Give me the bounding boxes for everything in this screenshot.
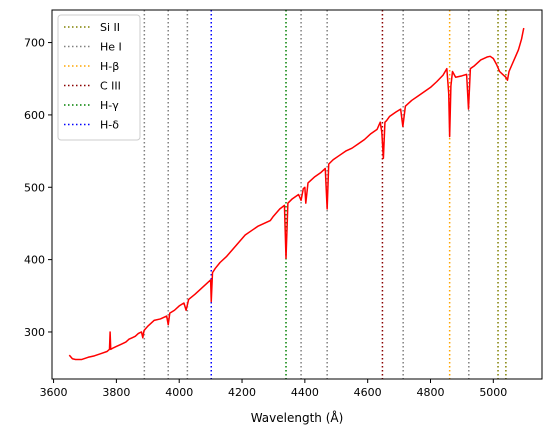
legend-label-3: C III — [100, 80, 121, 93]
x-tick-label-0: 3600 — [40, 386, 68, 399]
legend-label-2: H-β — [100, 60, 119, 73]
y-tick-label-3: 600 — [24, 109, 45, 122]
legend-label-1: He I — [100, 41, 122, 54]
spectral-line-markers — [143, 10, 507, 379]
y-tick-label-1: 400 — [24, 254, 45, 267]
x-axis: 3600 3800 4000 4200 4400 4600 4800 5000 — [40, 379, 507, 399]
legend-label-0: Si II — [100, 21, 120, 34]
x-axis-label: Wavelength (Å) — [251, 410, 344, 425]
x-tick-label-4: 4400 — [291, 386, 319, 399]
x-tick-label-5: 4600 — [354, 386, 382, 399]
y-tick-label-0: 300 — [24, 326, 45, 339]
x-tick-label-3: 4200 — [228, 386, 256, 399]
series-line-0 — [68, 27, 525, 361]
y-axis: 300 400 500 600 700 — [24, 37, 52, 339]
x-tick-label-7: 5000 — [479, 386, 507, 399]
plot-frame — [51, 9, 543, 380]
x-tick-label-2: 4000 — [165, 386, 193, 399]
legend: Si II He I H-β C III H-γ H-δ — [57, 14, 141, 141]
legend-label-4: H-γ — [100, 99, 119, 112]
y-tick-label-4: 700 — [24, 37, 45, 50]
y-tick-label-2: 500 — [24, 181, 45, 194]
legend-box — [57, 14, 141, 141]
legend-label-5: H-δ — [100, 119, 119, 132]
x-tick-label-6: 4800 — [416, 386, 444, 399]
x-tick-label-1: 3800 — [102, 386, 130, 399]
series-layer — [68, 27, 525, 361]
